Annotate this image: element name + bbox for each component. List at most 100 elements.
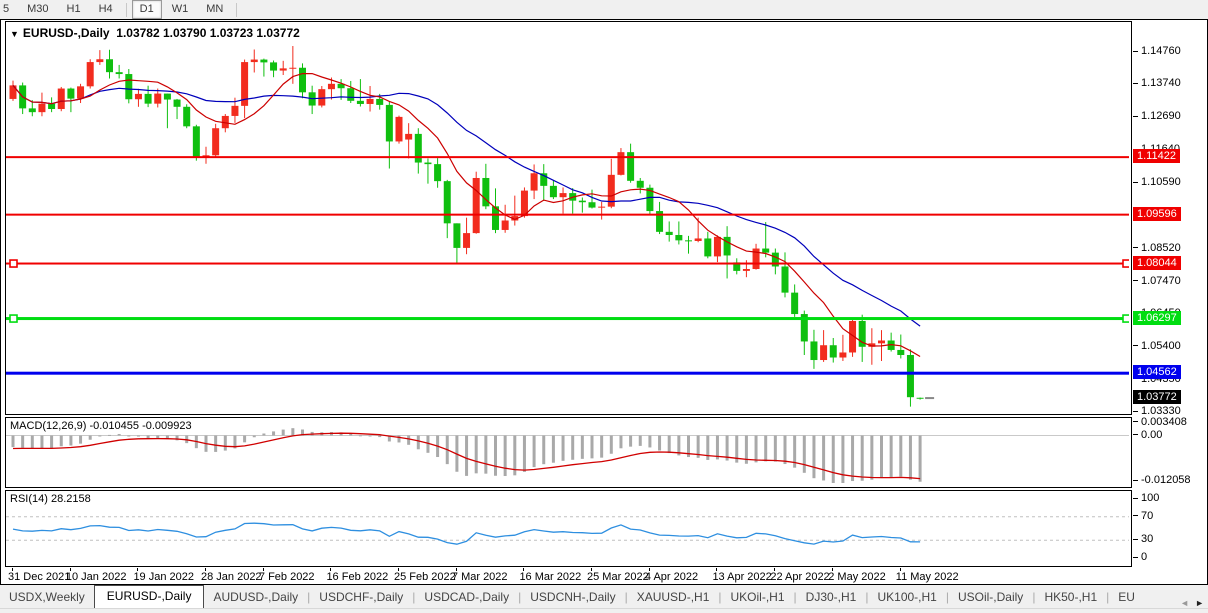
price-tick-label: 1.07470 (1141, 274, 1181, 287)
candle-body (511, 216, 519, 221)
axis-tick-mark (1133, 497, 1138, 499)
macd-bar (272, 431, 276, 436)
tab-xauusd-h1[interactable]: XAUUSD-,H1 (636, 590, 710, 604)
symbol-tabbar: USDX,Weekly EURUSD-,Daily AUDUSD-,Daily | US… (0, 585, 1208, 608)
timeframe-button-d1[interactable]: D1 (131, 0, 162, 19)
candle-body (356, 100, 364, 104)
price-axis[interactable]: 1.147601.137401.126901.116401.105901.095… (1133, 20, 1207, 584)
tab-separator: | (624, 590, 628, 604)
line-handle[interactable] (9, 314, 18, 323)
candle-body (791, 292, 799, 315)
candle-body (858, 320, 866, 347)
candle-body (762, 248, 770, 253)
date-label: 7 Feb 2022 (258, 571, 315, 583)
tab-usdx-weekly[interactable]: USDX,Weekly (9, 590, 85, 604)
macd-bar (88, 435, 92, 440)
tab-separator: | (412, 590, 416, 604)
macd-bar (609, 435, 613, 454)
candle-body (163, 93, 171, 100)
tab-usdcnh-daily[interactable]: USDCNH-,Daily (530, 590, 616, 604)
candle-body (77, 86, 85, 99)
tab-usoil-daily[interactable]: USOil-,Daily (957, 590, 1024, 604)
macd-bar (339, 432, 343, 436)
candle-body (424, 162, 432, 165)
macd-tick-label: -0.012058 (1141, 474, 1191, 487)
macd-bar (658, 435, 662, 451)
macd-bar (677, 435, 681, 456)
candle-body (501, 220, 509, 230)
horizontal-level-line[interactable] (6, 213, 1129, 216)
candle-body (221, 115, 229, 129)
tab-eu[interactable]: EU (1118, 590, 1135, 604)
candle-body (434, 164, 442, 182)
tab-usdcad-daily[interactable]: USDCAD-,Daily (424, 590, 510, 604)
axis-tick-mark (1133, 410, 1138, 412)
tab-scroll-left-icon[interactable]: ◄ (1180, 598, 1190, 608)
macd-bar (522, 435, 526, 472)
candle-body (57, 88, 65, 110)
tab-dj30-h1[interactable]: DJ30-,H1 (805, 590, 857, 604)
candle-body (887, 340, 895, 350)
tab-audusd-daily[interactable]: AUDUSD-,Daily (213, 590, 299, 604)
tab-separator: | (718, 590, 722, 604)
line-handle[interactable] (9, 259, 18, 268)
candle-body (685, 240, 692, 242)
macd-bar (59, 435, 63, 447)
candle-body (549, 185, 557, 198)
candlestick-chart[interactable] (6, 22, 1129, 412)
price-tick-label: 1.03330 (1141, 405, 1181, 417)
macd-bar (648, 435, 652, 448)
candle-body (337, 83, 345, 89)
tab-scroll-right-icon[interactable]: ► (1195, 598, 1204, 608)
macd-bar (262, 433, 266, 436)
macd-bar (368, 435, 372, 437)
rsi-chart[interactable] (6, 491, 1129, 564)
date-tick-mark (899, 568, 901, 571)
candle-body (443, 181, 451, 224)
macd-bar (735, 435, 739, 463)
symbol-dropdown-icon[interactable]: ▼ (10, 29, 19, 39)
axis-tick-mark (1133, 556, 1138, 558)
macd-bar (551, 435, 555, 463)
tab-uk100-h1[interactable]: UK100-,H1 (877, 590, 937, 604)
candle-body (916, 397, 924, 399)
timeframe-button-m30[interactable]: M30 (27, 3, 49, 15)
macd-chart[interactable] (6, 418, 1129, 485)
candle-body (366, 98, 374, 104)
tab-hk50-h1[interactable]: HK50-,H1 (1044, 590, 1098, 604)
horizontal-level-line[interactable] (6, 317, 1129, 321)
timeframe-button-h4[interactable]: H4 (98, 3, 113, 15)
macd-bar (397, 435, 401, 443)
fast-ma-line (12, 72, 921, 358)
timeframe-button-h1[interactable]: H1 (66, 3, 81, 15)
macd-bar (542, 435, 546, 465)
candle-body (704, 238, 712, 257)
horizontal-level-line[interactable] (6, 371, 1129, 375)
macd-bar (764, 435, 768, 462)
macd-bar (687, 435, 690, 458)
candle-body (250, 59, 258, 63)
macd-panel[interactable]: MACD(12,26,9) -0.010455 -0.009923 (5, 417, 1132, 488)
macd-bar (793, 435, 797, 468)
macd-bar (600, 435, 604, 458)
candle-body (713, 236, 721, 257)
candle-body (482, 177, 490, 207)
tab-eurusd-daily[interactable]: EURUSD-,Daily (93, 585, 205, 608)
horizontal-level-line[interactable] (6, 156, 1129, 159)
timeframe-button-5[interactable]: 5 (3, 3, 10, 15)
candle-body (607, 174, 615, 207)
timeframe-button-mn[interactable]: MN (206, 3, 224, 15)
date-axis[interactable]: 31 Dec 2021 10 Jan 2022 19 Jan 2022 28 Jan … (5, 568, 1132, 584)
tab-usdchf-daily[interactable]: USDCHF-,Daily (319, 590, 404, 604)
candle-body (134, 93, 142, 100)
line-handle[interactable] (1122, 314, 1129, 323)
price-chart-panel[interactable]: ▼ EURUSD-,Daily 1.03782 1.03790 1.03723 1… (5, 21, 1132, 415)
timeframe-button-w1[interactable]: W1 (171, 3, 189, 15)
rsi-panel[interactable]: RSI(14) 28.2158 (5, 490, 1132, 567)
tab-ukoil-h1[interactable]: UKOil-,H1 (730, 590, 785, 604)
horizontal-level-line[interactable] (6, 262, 1129, 265)
date-label: 7 Mar 2022 (451, 571, 508, 583)
date-label: 28 Jan 2022 (201, 571, 262, 583)
line-handle[interactable] (1122, 259, 1129, 268)
macd-bar (503, 435, 507, 477)
